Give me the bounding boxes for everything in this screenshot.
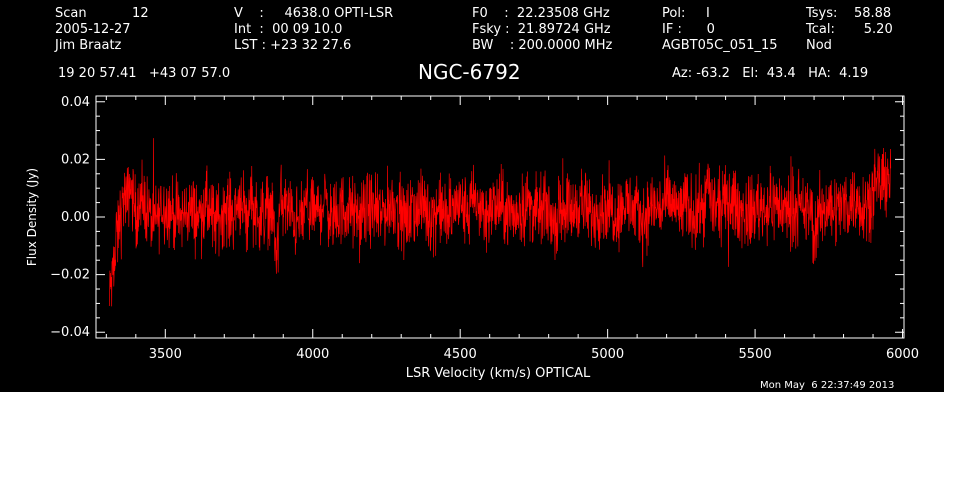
x-tick-label: 6000 (886, 347, 919, 362)
project-label: AGBT05C_051_15 (662, 38, 778, 53)
if-label: IF : 0 (662, 22, 715, 37)
observer-label: Jim Braatz (55, 38, 122, 53)
velocity-label: V : 4638.0 OPTI-LSR (234, 6, 394, 21)
spectrum-panel: Scan 12 2005-12-27 Jim Braatz V : 4638.0… (0, 0, 944, 392)
x-tick-label: 4500 (444, 347, 477, 362)
date-label: 2005-12-27 (55, 22, 131, 37)
pol-label: Pol: I (662, 6, 710, 21)
tsys-label: Tsys: 58.88 (806, 6, 892, 21)
az-el-ha-label: Az: -63.2 El: 43.4 HA: 4.19 (672, 66, 869, 81)
y-tick-label: 0.00 (61, 210, 90, 225)
y-tick-label: 0.04 (61, 95, 90, 110)
coordinates-label: 19 20 57.41 +43 07 57.0 (58, 66, 231, 81)
bandwidth-label: BW : 200.0000 MHz (472, 38, 613, 53)
trace-layer (108, 138, 892, 307)
y-axis-label: Flux Density (Jy) (25, 168, 39, 266)
spectrum-chart: 3500 4000 4500 5000 5500 6000 −0.04 −0.02 0.00 0.… (25, 95, 919, 381)
tcal-label: Tcal: 5.20 (806, 22, 893, 37)
integration-label: Int : 00 09 10.0 (234, 22, 343, 37)
scan-label: Scan 12 (55, 6, 149, 21)
y-tick-label: −0.04 (50, 325, 90, 340)
mode-label: Nod (806, 38, 832, 53)
axes-layer: 3500 4000 4500 5000 5500 6000 −0.04 −0.02 0.00 0.… (50, 95, 919, 362)
x-tick-label: 3500 (149, 347, 182, 362)
f0-label: F0 : 22.23508 GHz (472, 6, 610, 21)
x-axis-label: LSR Velocity (km/s) OPTICAL (406, 366, 591, 381)
y-tick-label: 0.02 (61, 152, 90, 167)
spectrum-trace (108, 138, 892, 307)
x-tick-label: 5000 (591, 347, 624, 362)
timestamp: Mon May 6 22:37:49 2013 (760, 380, 895, 391)
y-tick-label: −0.02 (50, 268, 90, 283)
x-tick-label: 4000 (296, 347, 329, 362)
source-name: NGC-6792 (418, 60, 521, 84)
fsky-label: Fsky : 21.89724 GHz (472, 22, 611, 37)
lst-label: LST : +23 32 27.6 (234, 38, 352, 53)
x-tick-label: 5500 (739, 347, 772, 362)
